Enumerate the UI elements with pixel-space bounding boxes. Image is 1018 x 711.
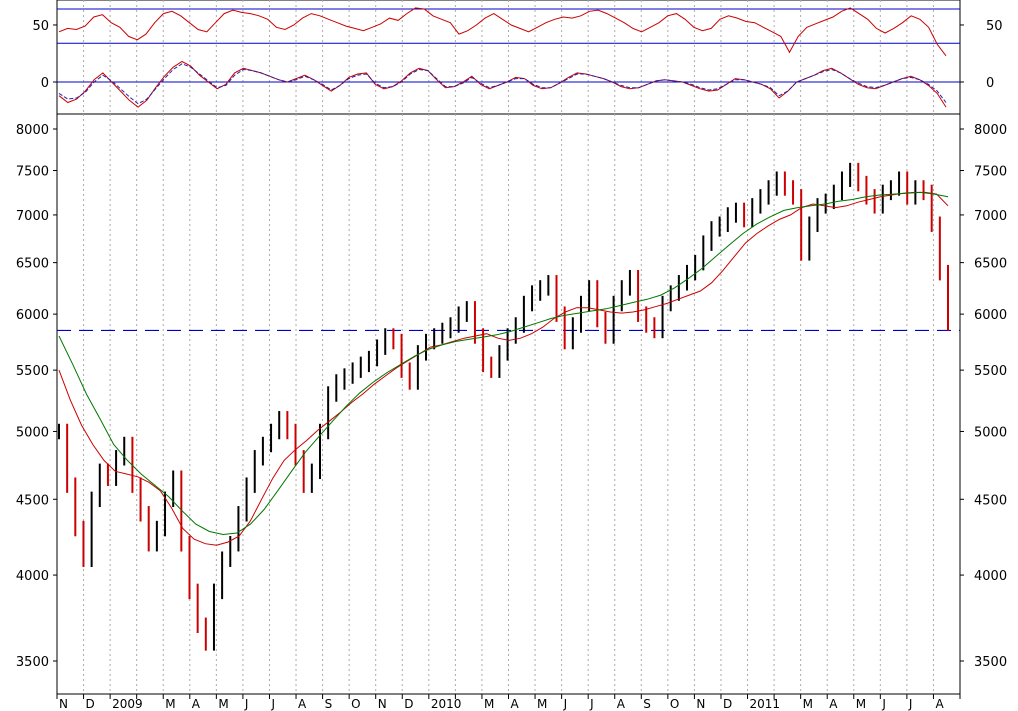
x-tick-label: N: [696, 697, 705, 711]
x-tick-label: A: [511, 697, 520, 711]
price-tick-label-left: 6000: [16, 308, 49, 323]
x-tick-label: M: [165, 697, 175, 711]
price-tick-label-right: 6500: [974, 257, 1007, 272]
x-tick-label: M: [218, 697, 228, 711]
x-tick-label: S: [325, 697, 333, 711]
x-tick-label: M: [537, 697, 547, 711]
osc-tick-label-left: 50: [32, 19, 49, 34]
price-tick-label-left: 7000: [16, 209, 49, 224]
x-tick-label: A: [829, 697, 838, 711]
osc-series-line: [58, 7, 947, 57]
x-tick-label: 2011: [750, 697, 781, 711]
osc-tick-label-right: 50: [986, 19, 1003, 34]
price-tick-label-right: 3500: [974, 655, 1007, 670]
osc-series-line: [58, 63, 947, 105]
osc-tick-label-right: 0: [986, 76, 994, 91]
x-tick-label: S: [643, 697, 651, 711]
x-tick-label: 2009: [112, 697, 143, 711]
price-tick-label-left: 4500: [16, 493, 49, 508]
x-tick-label: A: [935, 697, 944, 711]
x-tick-label: 2010: [431, 697, 462, 711]
price-tick-label-left: 5000: [16, 425, 49, 440]
x-tick-label: J: [270, 697, 275, 711]
x-tick-label: J: [908, 697, 913, 711]
moving-average-line: [58, 191, 949, 536]
price-tick-label-left: 3500: [16, 655, 49, 670]
price-tick-label-right: 4500: [974, 493, 1007, 508]
price-tick-label-right: 7000: [974, 209, 1007, 224]
x-axis: N D 2009 M A M J J A S O N D 2010 M A M J J A S O N D 2011 M A M J J A: [56, 694, 961, 711]
price-tick-label-right: 6000: [974, 308, 1007, 323]
price-tick-label-right: 4000: [974, 569, 1007, 584]
price-tick-label-right: 5000: [974, 425, 1007, 440]
x-tick-label: M: [856, 697, 866, 711]
x-tick-label: A: [617, 697, 626, 711]
oscillator-panel: 50 50 0 0: [32, 0, 1003, 115]
x-tick-label: J: [589, 697, 594, 711]
x-tick-label: A: [298, 697, 307, 711]
x-tick-label: N: [378, 697, 387, 711]
x-tick-label: O: [351, 697, 360, 711]
x-tick-label: J: [244, 697, 249, 711]
moving-average-line: [58, 191, 949, 546]
x-tick-label: D: [723, 697, 732, 711]
x-tick-label: O: [670, 697, 679, 711]
price-tick-label-right: 8000: [974, 123, 1007, 138]
x-tick-label: J: [563, 697, 568, 711]
price-tick-label-left: 4000: [16, 569, 49, 584]
x-tick-label: M: [484, 697, 494, 711]
x-tick-label: D: [404, 697, 413, 711]
price-tick-label-left: 5500: [16, 364, 49, 379]
x-tick-label: D: [86, 697, 95, 711]
price-tick-label-left: 7500: [16, 165, 49, 180]
price-tick-label-left: 8000: [16, 123, 49, 138]
osc-tick-label-left: 0: [41, 76, 49, 91]
x-tick-label: J: [881, 697, 886, 711]
price-tick-label-right: 5500: [974, 364, 1007, 379]
x-tick-label: N: [59, 697, 68, 711]
price-tick-label-right: 7500: [974, 165, 1007, 180]
x-tick-label: A: [192, 697, 201, 711]
x-tick-label: M: [803, 697, 813, 711]
price-tick-label-left: 6500: [16, 257, 49, 272]
price-panel: 8000 8000 7500 7500 7000 7000 6500 6500 6000 6000…: [16, 113, 1007, 695]
